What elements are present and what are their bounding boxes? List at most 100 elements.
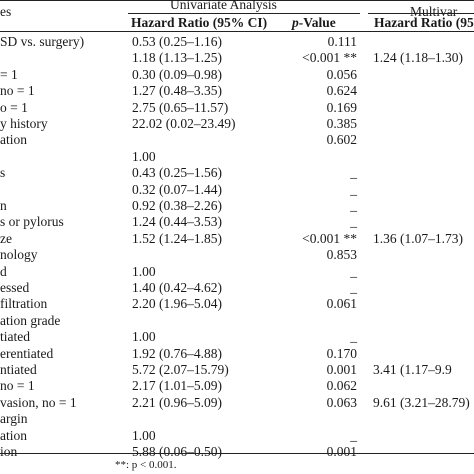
table-row: s or pylorus 1.24 (0.44–3.53) _ xyxy=(0,212,474,232)
table-row: filtration 2.20 (1.96–5.04) 0.061 xyxy=(0,294,474,314)
p-value-cell: 0.602 xyxy=(326,132,357,148)
hazard-ratio-cell: 2.17 (1.01–5.09) xyxy=(132,378,222,394)
variable-cell: ion xyxy=(0,444,18,459)
hazard-ratio-cell: 1.92 (0.76–4.88) xyxy=(132,345,222,361)
variable-cell: s xyxy=(0,165,6,181)
hazard-ratio-cell: 0.53 (0.25–1.16) xyxy=(132,34,222,49)
table-row: n 0.92 (0.38–2.26) _ xyxy=(0,196,474,216)
table-row: = 1 0.30 (0.09–0.98) 0.056 xyxy=(0,65,474,85)
table-row: d 1.00 _ xyxy=(0,262,474,282)
table-row: y history 22.02 (0.02–23.49) 0.385 xyxy=(0,114,474,134)
p-value-cell: 0.001 xyxy=(326,362,357,377)
table-row: vasion, no = 1 2.21 (0.96–5.09) 0.063 9.61 … xyxy=(0,393,474,413)
univariate-analysis-title: Univariate Analysis xyxy=(170,0,277,12)
variable-cell: vasion, no = 1 xyxy=(0,394,77,410)
variable-cell: erentiated xyxy=(0,345,54,361)
table-row: ntiated 5.72 (2.07–15.79) 0.001 3.41 (1.17–… xyxy=(0,360,474,380)
hazard-ratio-cell: 5.72 (2.07–15.79) xyxy=(132,362,229,377)
hazard-ratio-cell: 1.00 xyxy=(132,427,156,443)
p-value-cell: _ xyxy=(350,263,357,279)
variable-cell: SD vs. surgery) xyxy=(0,34,85,49)
table-row: ation 0.602 xyxy=(0,130,474,150)
hazard-ratio-cell: 1.00 xyxy=(132,329,156,345)
hazard-ratio-cell: 2.75 (0.65–11.57) xyxy=(132,99,229,115)
p-value-cell: 0.001 xyxy=(326,444,357,459)
multivariate-hazard-ratio-cell: 3.41 (1.17–9.9 xyxy=(373,362,452,377)
variable-cell: no = 1 xyxy=(0,83,35,99)
table-row: no = 1 1.27 (0.48–3.35) 0.624 xyxy=(0,81,474,101)
variable-cell: y history xyxy=(0,116,48,131)
p-value-cell: _ xyxy=(350,165,357,181)
multivariate-hazard-ratio-cell: 9.61 (3.21–28.79) xyxy=(373,394,470,410)
table-row: nology 0.853 xyxy=(0,245,474,265)
table-top-rule xyxy=(0,0,474,1)
hazard-ratio-cell: 1.18 (1.13–1.25) xyxy=(132,50,222,66)
table-row: SD vs. surgery) 0.53 (0.25–1.16) 0.111 xyxy=(0,32,474,52)
table-row: 1.00 xyxy=(0,147,474,167)
table-row: argin xyxy=(0,409,474,429)
p-value-cell: 0.056 xyxy=(326,66,357,82)
p-value-cell: <0.001 ** xyxy=(302,230,357,246)
table-row: ation grade xyxy=(0,311,474,331)
variable-cell: argin xyxy=(0,411,28,427)
hazard-ratio-cell: 0.43 (0.25–1.56) xyxy=(132,165,222,181)
p-value-cell: 0.111 xyxy=(327,34,357,49)
p-value-cell: 0.063 xyxy=(326,394,357,410)
variable-cell: ation grade xyxy=(0,312,61,328)
table-row: s 0.43 (0.25–1.56) _ xyxy=(0,163,474,183)
header-p-rest: -Value xyxy=(298,15,336,30)
hazard-ratio-cell: 1.24 (0.44–3.53) xyxy=(132,214,222,230)
variable-cell: ation xyxy=(0,132,27,148)
p-value-cell: _ xyxy=(350,198,357,213)
univariate-header-underline xyxy=(128,13,360,14)
header-multivariate-hazard-ratio: Hazard Ratio (95 xyxy=(374,15,474,30)
table-row: 0.32 (0.07–1.44) _ xyxy=(0,180,474,200)
variable-cell: ze xyxy=(0,230,12,246)
table-row: ze 1.52 (1.24–1.85) <0.001 ** 1.36 (1.07–1.… xyxy=(0,229,474,249)
hazard-ratio-cell: 0.32 (0.07–1.44) xyxy=(132,181,222,197)
hazard-ratio-cell: 0.92 (0.38–2.26) xyxy=(132,198,222,213)
hazard-ratio-cell: 1.40 (0.42–4.62) xyxy=(132,280,222,295)
table-row: erentiated 1.92 (0.76–4.88) 0.170 xyxy=(0,344,474,364)
p-value-cell: 0.853 xyxy=(326,247,357,263)
hazard-ratio-cell: 22.02 (0.02–23.49) xyxy=(132,116,236,131)
header-hazard-ratio: Hazard Ratio (95% CI) xyxy=(131,15,268,30)
table-row: ion 5.88 (0.06–0.50) 0.001 xyxy=(0,442,474,462)
variable-cell: n xyxy=(0,198,7,213)
header-p-value: p-Value xyxy=(292,16,336,30)
variable-cell: s or pylorus xyxy=(0,214,64,230)
p-value-cell: 0.170 xyxy=(326,345,357,361)
header-variables-label: es xyxy=(0,4,12,19)
p-value-cell: 0.169 xyxy=(326,99,357,115)
multivariate-analysis-title: Multivar xyxy=(410,4,458,19)
variable-cell: essed xyxy=(0,280,30,295)
hazard-ratio-cell: 1.27 (0.48–3.35) xyxy=(132,83,222,99)
hazard-ratio-cell: 1.52 (1.24–1.85) xyxy=(132,230,222,246)
hazard-ratio-cell: 5.88 (0.06–0.50) xyxy=(132,444,222,459)
p-value-cell: _ xyxy=(350,427,357,443)
hazard-ratio-cell: 0.30 (0.09–0.98) xyxy=(132,66,222,82)
table-row: no = 1 2.17 (1.01–5.09) 0.062 xyxy=(0,376,474,396)
table-row: essed 1.40 (0.42–4.62) _ xyxy=(0,278,474,298)
variable-cell: ation xyxy=(0,427,27,443)
p-value-cell: <0.001 ** xyxy=(302,50,357,66)
p-value-cell: 0.624 xyxy=(326,83,357,99)
table-row: tiated 1.00 _ xyxy=(0,327,474,347)
variable-cell: nology xyxy=(0,247,38,263)
p-value-cell: _ xyxy=(350,329,357,345)
table-row: 1.18 (1.13–1.25) <0.001 ** 1.24 (1.18–1.30… xyxy=(0,48,474,68)
table-row: ation 1.00 _ xyxy=(0,426,474,446)
variable-cell: no = 1 xyxy=(0,378,35,394)
p-value-cell: 0.062 xyxy=(326,378,357,394)
variable-cell: = 1 xyxy=(0,66,18,82)
hazard-ratio-cell: 1.00 xyxy=(132,148,156,164)
multivariate-hazard-ratio-cell: 1.24 (1.18–1.30) xyxy=(373,50,463,66)
p-value-cell: 0.061 xyxy=(326,296,357,312)
hazard-ratio-cell: 2.21 (0.96–5.09) xyxy=(132,394,222,410)
p-value-cell: _ xyxy=(350,280,357,295)
header-p-letter: p xyxy=(292,15,299,30)
p-value-cell: _ xyxy=(350,214,357,230)
variable-cell: o = 1 xyxy=(0,99,28,115)
header-bottom-rule xyxy=(0,31,474,32)
table-bottom-rule xyxy=(0,453,474,454)
